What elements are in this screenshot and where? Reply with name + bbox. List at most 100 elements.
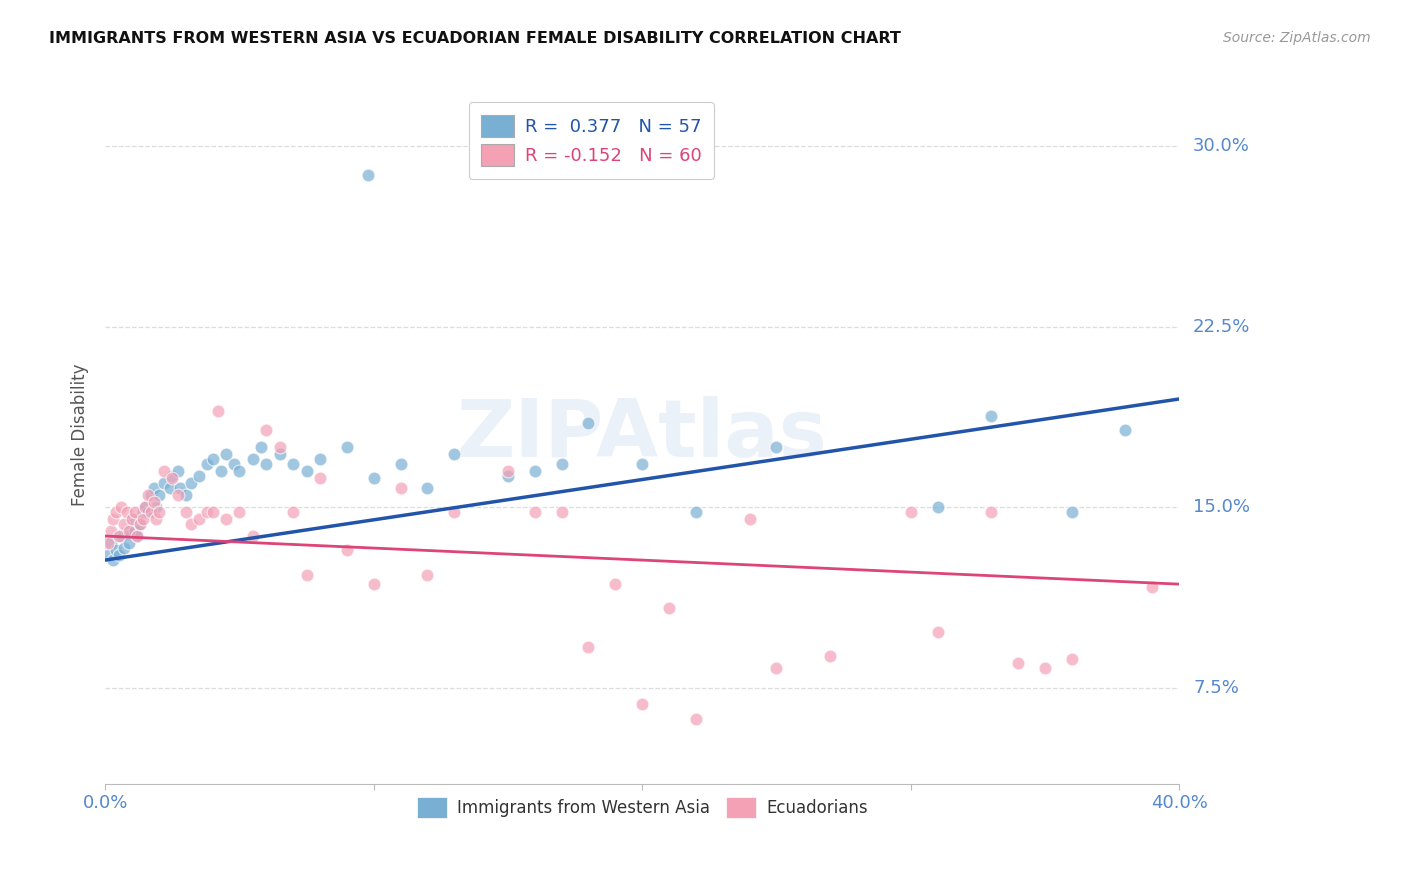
Point: [188, 512, 211, 526]
Point: [132, 505, 155, 519]
Point: [242, 452, 264, 467]
Point: [269, 440, 291, 454]
Point: [134, 500, 156, 515]
Point: [443, 505, 465, 519]
Point: [765, 440, 787, 454]
Y-axis label: Female Disability: Female Disability: [72, 364, 89, 507]
Text: 30.0%: 30.0%: [1194, 137, 1250, 155]
Point: [118, 536, 141, 550]
Point: [295, 464, 318, 478]
Point: [169, 481, 191, 495]
Point: [97, 536, 120, 550]
Point: [295, 567, 318, 582]
Point: [145, 512, 167, 526]
Point: [980, 505, 1002, 519]
Point: [153, 464, 176, 478]
Point: [209, 464, 232, 478]
Point: [631, 698, 654, 712]
Point: [112, 541, 135, 555]
Point: [103, 512, 125, 526]
Point: [228, 464, 250, 478]
Point: [550, 505, 572, 519]
Point: [110, 500, 132, 515]
Point: [309, 452, 332, 467]
Point: [97, 549, 120, 563]
Point: [145, 500, 167, 515]
Point: [129, 516, 152, 531]
Point: [1033, 661, 1056, 675]
Point: [242, 529, 264, 543]
Point: [523, 464, 546, 478]
Point: [818, 649, 841, 664]
Legend: Immigrants from Western Asia, Ecuadorians: Immigrants from Western Asia, Ecuadorian…: [411, 790, 875, 824]
Point: [1060, 651, 1083, 665]
Point: [132, 512, 155, 526]
Point: [228, 505, 250, 519]
Point: [269, 447, 291, 461]
Point: [207, 404, 229, 418]
Point: [139, 505, 162, 519]
Point: [416, 567, 439, 582]
Point: [136, 488, 159, 502]
Point: [363, 577, 385, 591]
Point: [900, 505, 922, 519]
Point: [110, 529, 132, 543]
Point: [254, 457, 277, 471]
Point: [112, 516, 135, 531]
Point: [980, 409, 1002, 423]
Point: [336, 440, 359, 454]
Point: [180, 516, 202, 531]
Point: [443, 447, 465, 461]
Point: [578, 640, 600, 654]
Point: [1060, 505, 1083, 519]
Point: [174, 488, 197, 502]
Point: [254, 423, 277, 437]
Point: [159, 481, 181, 495]
Point: [166, 488, 188, 502]
Point: [104, 543, 127, 558]
Point: [148, 488, 170, 502]
Point: [281, 457, 304, 471]
Point: [389, 457, 412, 471]
Point: [222, 457, 245, 471]
Point: [103, 553, 125, 567]
Point: [115, 505, 138, 519]
Point: [605, 577, 627, 591]
Point: [765, 661, 787, 675]
Point: [685, 505, 707, 519]
Point: [127, 529, 149, 543]
Point: [250, 440, 273, 454]
Point: [201, 452, 224, 467]
Point: [927, 500, 949, 515]
Point: [215, 512, 238, 526]
Point: [309, 471, 332, 485]
Text: ZIPAtlas: ZIPAtlas: [457, 396, 828, 474]
Point: [523, 505, 546, 519]
Text: 7.5%: 7.5%: [1194, 679, 1239, 697]
Point: [118, 524, 141, 539]
Point: [134, 500, 156, 515]
Point: [142, 495, 165, 509]
Point: [127, 529, 149, 543]
Point: [148, 505, 170, 519]
Point: [121, 512, 143, 526]
Point: [631, 457, 654, 471]
Point: [550, 457, 572, 471]
Point: [578, 416, 600, 430]
Point: [416, 481, 439, 495]
Point: [496, 469, 519, 483]
Point: [121, 512, 143, 526]
Point: [107, 549, 129, 563]
Point: [685, 712, 707, 726]
Point: [162, 469, 184, 483]
Point: [357, 169, 380, 183]
Point: [927, 625, 949, 640]
Point: [124, 505, 146, 519]
Point: [162, 471, 184, 485]
Point: [124, 524, 146, 539]
Point: [1114, 423, 1136, 437]
Point: [115, 524, 138, 539]
Point: [215, 447, 238, 461]
Point: [107, 529, 129, 543]
Point: [104, 505, 127, 519]
